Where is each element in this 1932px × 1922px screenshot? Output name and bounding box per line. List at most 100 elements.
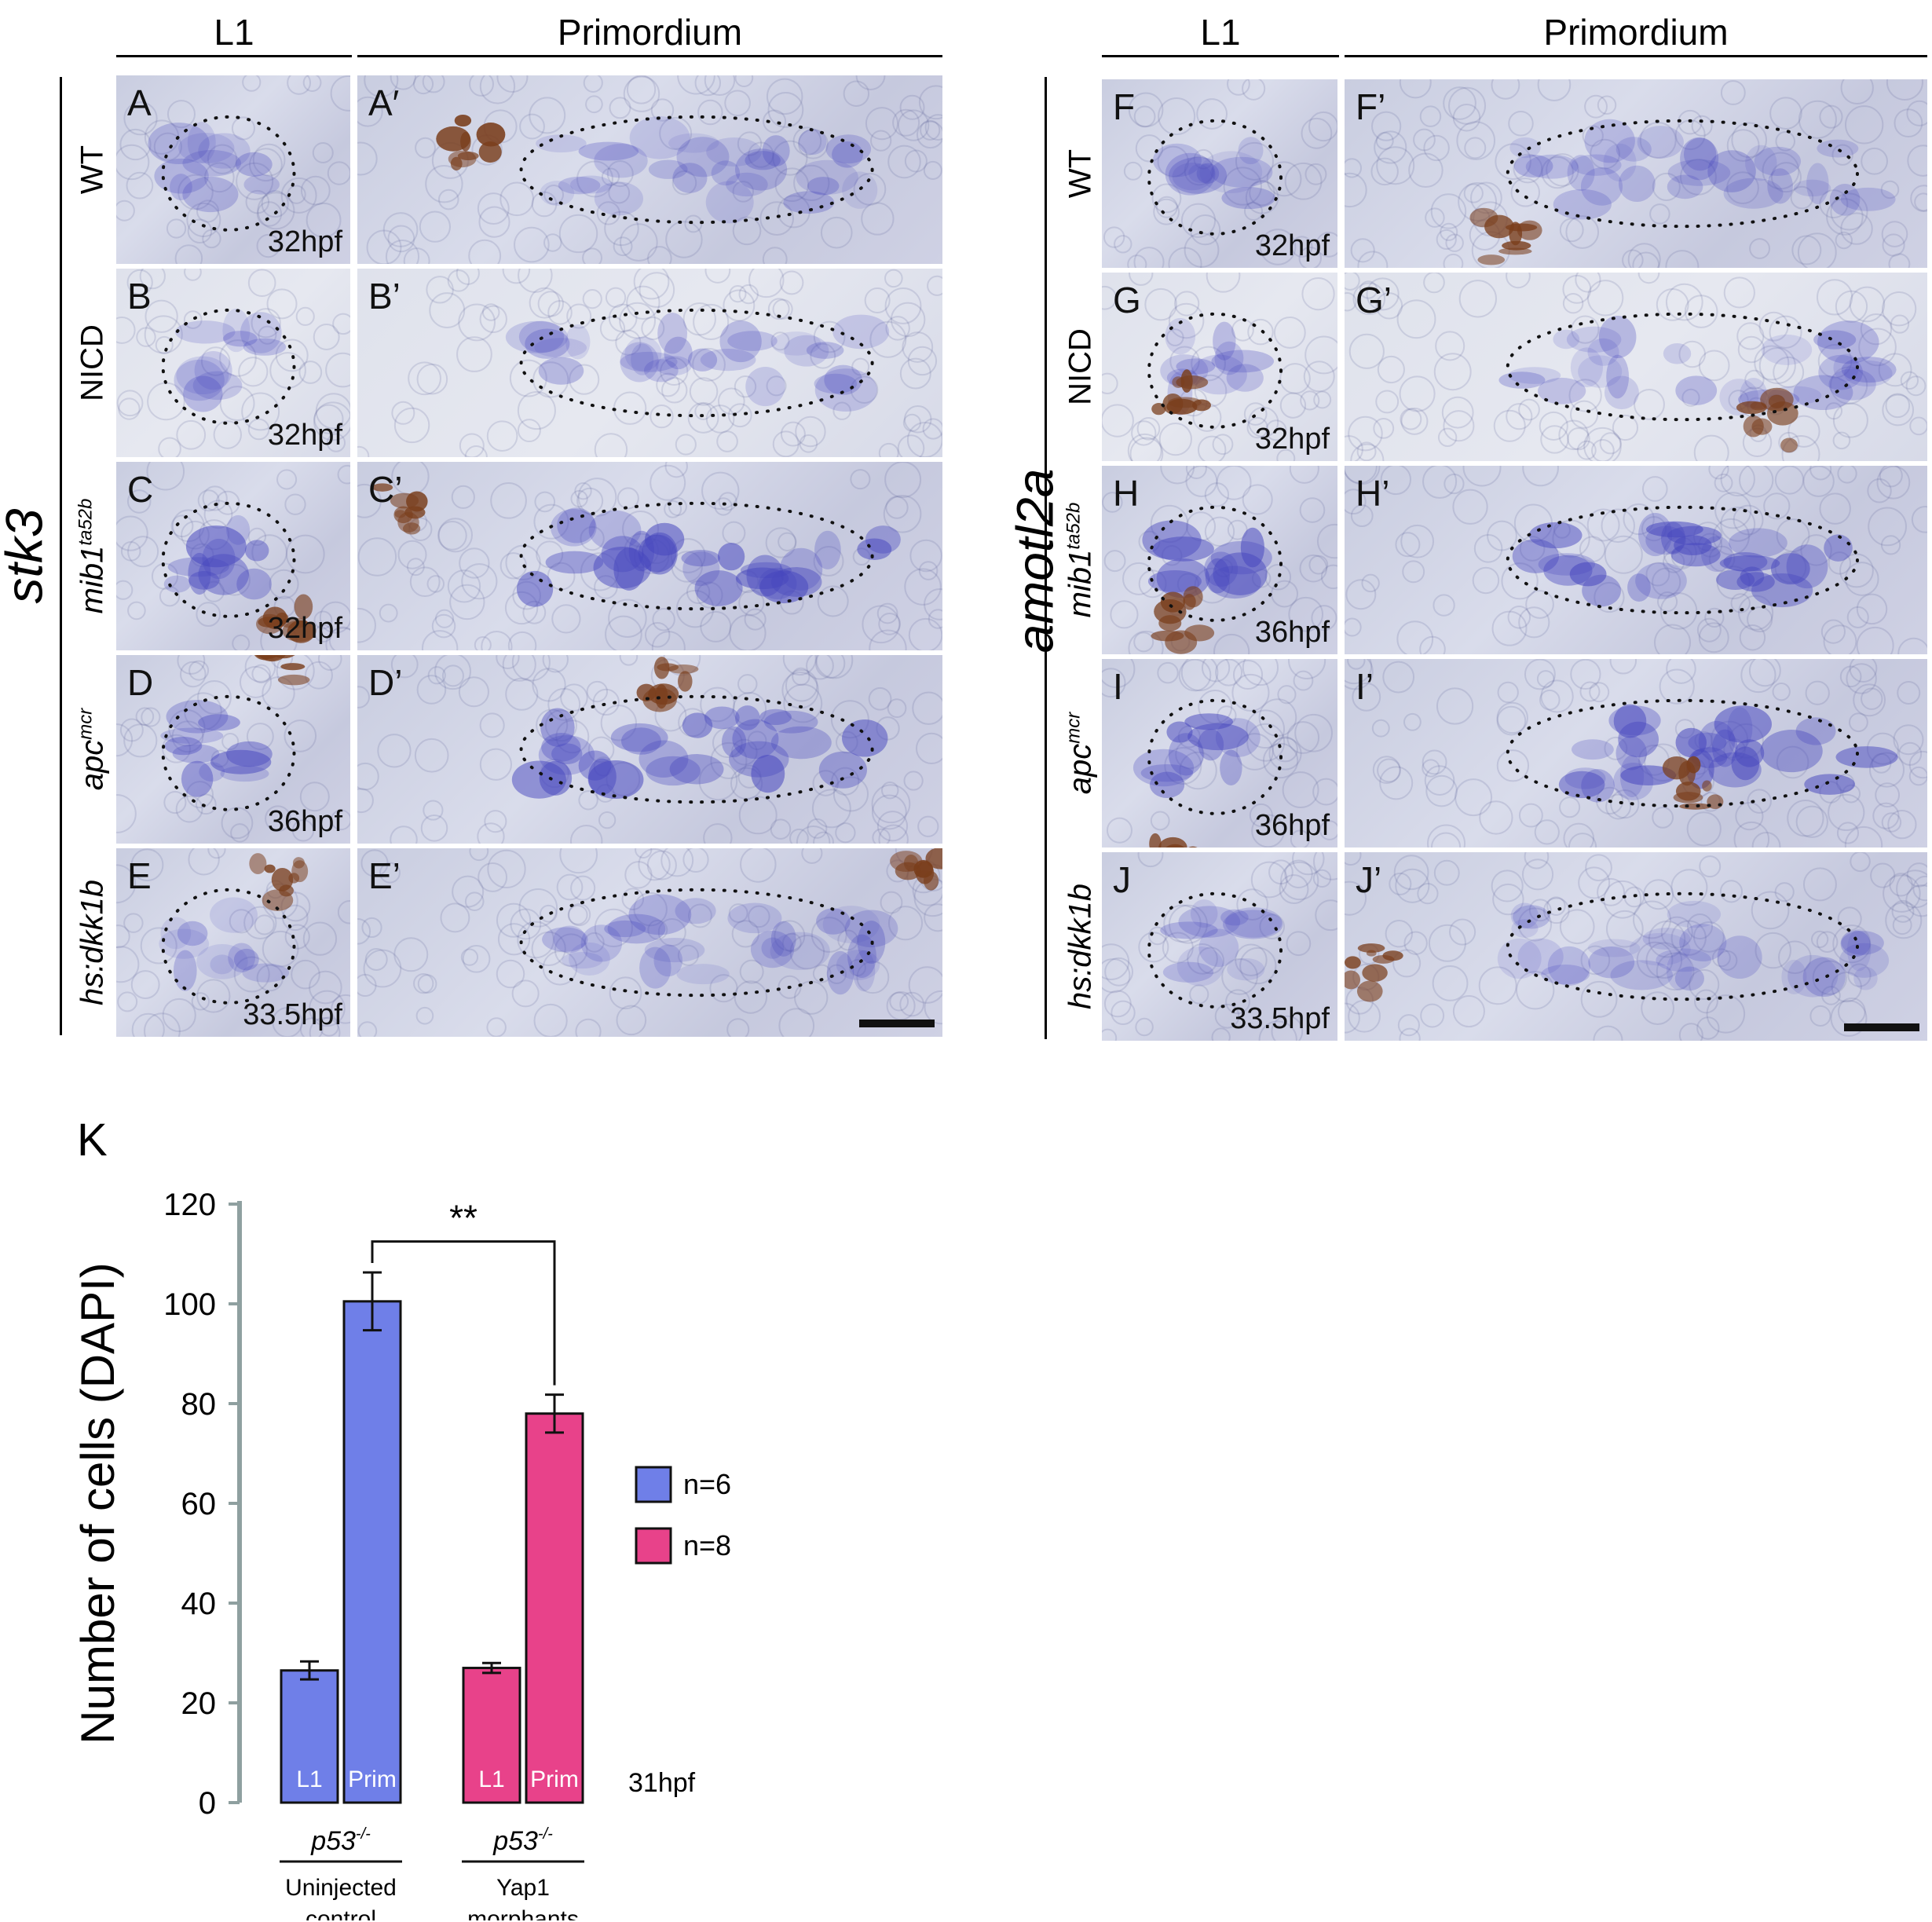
scale-bar xyxy=(1844,1023,1919,1031)
panel-letter: I xyxy=(1113,666,1123,707)
scale-bar xyxy=(859,1020,935,1027)
primordium-image-panel: D’ xyxy=(357,655,942,844)
l1-image-panel: I 36hpf xyxy=(1102,659,1337,848)
right-prim-header-rule xyxy=(1345,55,1927,57)
y-tick-label: 20 xyxy=(181,1686,217,1721)
panel-letter: H’ xyxy=(1356,473,1390,514)
micrograph xyxy=(1345,659,1927,848)
row-genotype-label: mib1ta52b xyxy=(1063,503,1098,618)
row-genotype-label: NICD xyxy=(75,324,111,401)
panel-age-label: 32hpf xyxy=(1254,229,1330,262)
left-prim-header: Primordium xyxy=(557,12,743,53)
group-genotype-superscript: -/- xyxy=(538,1825,553,1843)
legend-label: n=6 xyxy=(683,1468,731,1500)
micrograph xyxy=(357,75,942,264)
panel-letter: C’ xyxy=(368,469,403,510)
right-l1-header: L1 xyxy=(1200,12,1241,53)
row-genotype-label: WT xyxy=(1063,149,1099,198)
micrograph xyxy=(1103,79,1337,268)
panel-letter: A′ xyxy=(368,82,400,123)
primordium-image-panel: C’ xyxy=(357,462,942,650)
significance-bracket xyxy=(371,1240,556,1386)
genotype-superscript: mcr xyxy=(75,708,97,740)
primordium-image-panel: J’ xyxy=(1345,852,1927,1041)
panel-letter: H xyxy=(1113,473,1140,514)
primordium-image-panel: F’ xyxy=(1345,79,1927,268)
panel-age-label: 32hpf xyxy=(267,419,342,452)
panel-letter: J’ xyxy=(1356,859,1382,900)
row-genotype-label: apcmcr xyxy=(75,708,110,790)
primordium-image-panel: I’ xyxy=(1345,659,1927,848)
genotype-text: mib1 xyxy=(75,545,110,614)
micrograph xyxy=(1345,466,1927,654)
significance-label: ** xyxy=(449,1198,478,1239)
micrograph xyxy=(1345,79,1927,268)
micrograph xyxy=(357,655,942,844)
panel-letter: B xyxy=(127,276,152,317)
panel-letter: E’ xyxy=(368,855,401,896)
y-tick-label: 40 xyxy=(181,1587,217,1621)
l1-image-panel: E 33.5hpf xyxy=(116,848,350,1037)
row-genotype-label: mib1ta52b xyxy=(75,499,110,614)
panel-letter: J xyxy=(1113,859,1131,900)
l1-image-panel: H 36hpf xyxy=(1102,466,1337,654)
row-genotype-label: NICD xyxy=(1063,328,1099,405)
right-gene-label: amotl2a xyxy=(1005,468,1064,653)
micrograph xyxy=(116,462,350,650)
group-genotype-label: p53-/- xyxy=(492,1825,553,1856)
group-condition-line2: morphants xyxy=(467,1906,579,1920)
l1-image-panel: C 32hpf xyxy=(116,462,350,650)
primordium-image-panel: E’ xyxy=(357,848,942,1037)
bar-chart: 0 20 40 60 80 100 120 Number of cells (DAPI) L1 P… xyxy=(71,1188,731,1920)
bar xyxy=(525,1412,584,1804)
y-tick-label: 120 xyxy=(163,1188,216,1222)
panel-age-label: 33.5hpf xyxy=(243,998,342,1031)
l1-image-panel: G 32hpf xyxy=(1102,273,1337,461)
micrograph xyxy=(116,655,350,843)
y-tick-label: 0 xyxy=(199,1786,216,1821)
timepoint-label: 31hpf xyxy=(628,1768,696,1798)
left-prim-header-rule xyxy=(357,55,942,57)
micrograph xyxy=(1102,852,1337,1041)
l1-image-panel: A 32hpf xyxy=(116,75,350,264)
left-l1-header-rule xyxy=(116,55,352,57)
y-tick-label: 80 xyxy=(181,1387,217,1422)
y-axis-title: Number of cells (DAPI) xyxy=(71,1262,124,1744)
y-tick-label: 100 xyxy=(163,1287,216,1322)
genotype-text: hs:dkk1b xyxy=(1063,883,1098,1010)
micrograph xyxy=(357,269,942,457)
panel-age-label: 32hpf xyxy=(267,225,342,258)
right-prim-header: Primordium xyxy=(1543,12,1729,53)
micrograph xyxy=(116,269,350,457)
panel-letter: A xyxy=(127,82,152,123)
l1-image-panel: F 32hpf xyxy=(1102,79,1337,268)
genotype-text: WT xyxy=(75,145,110,195)
group-condition-line2: control xyxy=(306,1906,376,1920)
panel-letter: D xyxy=(127,662,154,703)
right-gene-bracket xyxy=(1045,77,1047,1039)
genotype-text: NICD xyxy=(1063,328,1098,405)
right-l1-header-rule xyxy=(1102,55,1339,57)
legend-swatch xyxy=(635,1527,672,1565)
l1-image-panel: J 33.5hpf xyxy=(1102,852,1337,1041)
panel-letter: C xyxy=(127,469,154,510)
group-condition-line1: Yap1 xyxy=(496,1875,550,1901)
micrograph xyxy=(1102,273,1337,461)
genotype-superscript: mcr xyxy=(1063,712,1085,744)
bar-inner-label: L1 xyxy=(296,1766,322,1792)
panel-age-label: 32hpf xyxy=(1254,423,1330,456)
bar xyxy=(280,1669,339,1804)
genotype-superscript: ta52b xyxy=(75,498,97,546)
row-genotype-label: hs:dkk1b xyxy=(1063,884,1099,1009)
bar xyxy=(342,1300,402,1804)
panel-age-label: 36hpf xyxy=(1254,809,1330,842)
legend-label: n=8 xyxy=(683,1529,731,1561)
panel-age-label: 33.5hpf xyxy=(1230,1002,1330,1035)
group-condition-line1: Uninjected xyxy=(285,1875,397,1901)
genotype-superscript: ta52b xyxy=(1063,502,1085,550)
left-gene-label: stk3 xyxy=(0,508,53,604)
panel-letter: D’ xyxy=(368,662,403,703)
panel-age-label: 36hpf xyxy=(1254,616,1330,649)
group-genotype-superscript: -/- xyxy=(356,1825,371,1843)
genotype-text: apc xyxy=(1063,743,1098,795)
